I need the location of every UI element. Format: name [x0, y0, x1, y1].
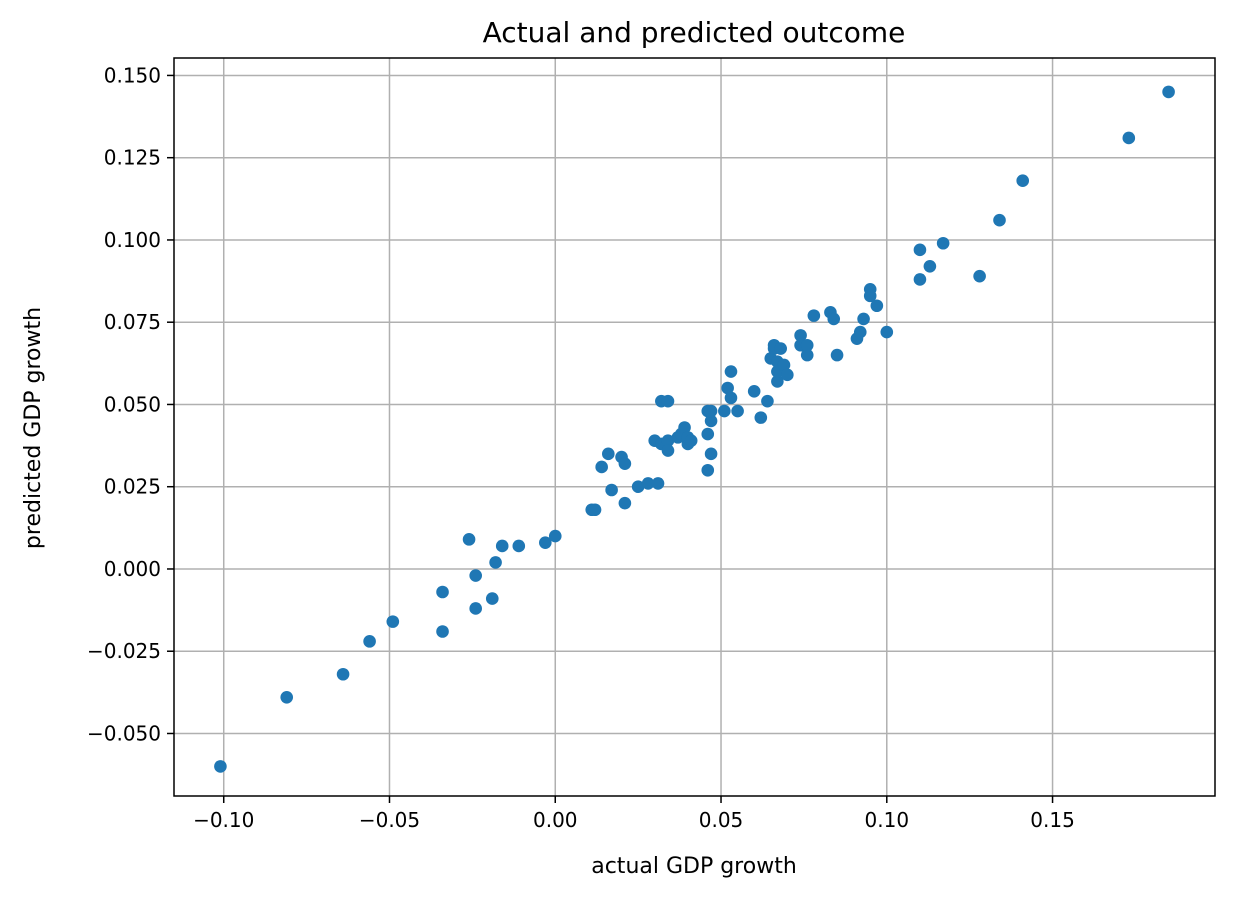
data-point	[747, 385, 761, 398]
data-point	[631, 480, 645, 494]
data-point	[678, 421, 691, 434]
data-point	[853, 325, 867, 339]
x-tick-label: 0.00	[533, 808, 578, 832]
data-point	[993, 213, 1006, 227]
data-point	[794, 329, 807, 342]
data-point	[684, 434, 698, 447]
data-point	[913, 273, 927, 286]
data-point	[495, 539, 509, 553]
data-point	[704, 447, 718, 461]
x-axis-label: actual GDP growth	[591, 854, 797, 879]
data-point	[913, 243, 927, 257]
x-tick-label: −0.05	[359, 808, 420, 832]
data-point	[386, 615, 400, 628]
data-point	[661, 394, 675, 408]
data-point	[718, 404, 731, 418]
data-point	[548, 529, 562, 543]
x-tick-label: 0.05	[699, 808, 744, 832]
data-point	[485, 592, 499, 605]
data-point	[436, 585, 449, 599]
data-point	[588, 503, 602, 517]
data-point	[539, 536, 552, 549]
data-point	[721, 381, 734, 395]
data-point	[651, 477, 665, 490]
data-point	[754, 411, 768, 424]
data-point	[724, 365, 738, 378]
data-point	[489, 556, 502, 569]
data-point	[771, 375, 784, 388]
y-tick-label: 0.150	[104, 63, 161, 87]
data-point	[827, 312, 841, 326]
data-point	[800, 338, 814, 352]
data-point	[602, 447, 615, 461]
x-tick-label: 0.10	[865, 808, 910, 832]
data-point	[863, 289, 877, 303]
data-point	[880, 325, 894, 339]
y-tick-label: −0.025	[87, 639, 161, 663]
y-tick-label: 0.125	[104, 146, 161, 170]
y-tick-label: 0.050	[104, 392, 161, 416]
data-point	[641, 477, 655, 490]
data-point	[724, 391, 738, 405]
data-point	[363, 635, 376, 648]
data-point	[870, 299, 884, 313]
data-point	[214, 760, 227, 773]
data-point	[701, 463, 715, 477]
data-point	[781, 368, 794, 382]
x-tick-label: 0.15	[1030, 808, 1075, 832]
data-point	[857, 312, 870, 326]
data-points	[214, 85, 1175, 773]
data-point	[469, 569, 482, 582]
data-point	[807, 309, 821, 322]
data-point	[436, 625, 449, 638]
data-point	[595, 460, 608, 474]
y-axis-label: predicted GDP growth	[21, 307, 46, 549]
y-tick-label: 0.100	[104, 228, 161, 252]
data-point	[774, 342, 787, 355]
data-point	[936, 236, 950, 250]
chart-title: Actual and predicted outcome	[483, 16, 906, 49]
axis-ticks: −0.10 −0.05 0.00 0.05 0.10 0.15 −0.050 −0.025 0.…	[87, 63, 1075, 832]
y-tick-label: 0.000	[104, 557, 161, 581]
grid-lines	[174, 58, 1215, 796]
data-point	[704, 414, 718, 428]
y-tick-label: 0.075	[104, 310, 161, 334]
x-tick-label: −0.10	[193, 808, 254, 832]
data-point	[618, 457, 632, 470]
data-point	[280, 690, 294, 704]
data-point	[618, 496, 632, 510]
data-point	[1122, 131, 1136, 145]
data-point	[830, 348, 844, 362]
plot-frame	[173, 57, 1216, 797]
data-point	[777, 358, 791, 372]
data-point	[704, 404, 718, 418]
data-point	[605, 483, 618, 497]
data-point	[512, 539, 526, 553]
data-point	[469, 602, 482, 615]
data-point	[1162, 85, 1175, 99]
data-point	[1016, 174, 1030, 188]
y-tick-label: −0.050	[87, 721, 161, 745]
data-point	[973, 269, 986, 283]
data-point	[800, 348, 814, 362]
data-point	[701, 427, 715, 441]
data-point	[336, 667, 350, 681]
y-tick-label: 0.025	[104, 475, 161, 499]
data-point	[761, 394, 774, 408]
data-point	[661, 434, 675, 447]
data-point	[462, 533, 476, 546]
data-point	[731, 404, 744, 418]
data-point	[923, 259, 937, 273]
data-point	[661, 444, 675, 457]
